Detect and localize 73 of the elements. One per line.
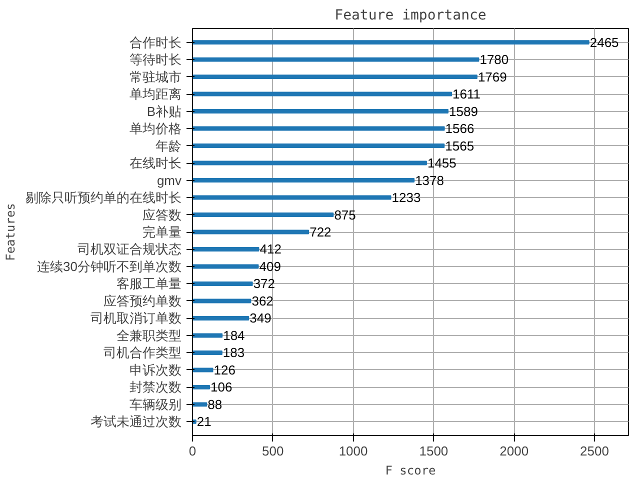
data-label: 1769 bbox=[478, 69, 507, 84]
data-label: 126 bbox=[214, 362, 236, 378]
data-label: 1589 bbox=[449, 104, 478, 119]
data-label: 722 bbox=[310, 224, 332, 240]
y-tick-label: 等待时长 bbox=[130, 52, 182, 68]
bar bbox=[192, 247, 260, 252]
bar bbox=[192, 92, 452, 96]
bar bbox=[192, 368, 214, 372]
bar bbox=[192, 144, 445, 148]
y-tick-label: 在线时长 bbox=[130, 156, 182, 171]
x-tick-label: 1500 bbox=[419, 444, 448, 458]
bar bbox=[192, 282, 253, 286]
data-label: 21 bbox=[196, 414, 212, 430]
data-label: 183 bbox=[222, 345, 245, 360]
y-tick-label: 司机合作类型 bbox=[104, 345, 182, 360]
x-axis-title: F score bbox=[385, 464, 436, 478]
y-tick-label: 单均价格 bbox=[130, 121, 182, 136]
bar bbox=[192, 74, 478, 80]
data-label: 1565 bbox=[445, 138, 474, 154]
y-tick-label: 全兼职类型 bbox=[116, 328, 182, 343]
y-tick-label: 单均距离 bbox=[130, 86, 182, 102]
data-label: 1455 bbox=[427, 156, 456, 171]
y-tick-label: 常驻城市 bbox=[130, 69, 182, 84]
y-tick-label: 客服工单量 bbox=[116, 276, 182, 292]
data-label: 412 bbox=[260, 242, 282, 257]
data-label: 184 bbox=[223, 328, 245, 343]
bar bbox=[192, 40, 590, 45]
data-label: 1378 bbox=[415, 172, 444, 188]
y-tick-label: B补贴 bbox=[146, 104, 182, 119]
bar bbox=[192, 384, 210, 390]
y-tick-label: 完单量 bbox=[142, 224, 182, 240]
y-tick-label: 封禁次数 bbox=[130, 380, 182, 395]
bar bbox=[192, 57, 480, 62]
data-label: 88 bbox=[208, 396, 222, 412]
bar bbox=[192, 109, 449, 114]
bar bbox=[192, 350, 222, 355]
y-tick-label: 司机取消订单数 bbox=[90, 310, 182, 326]
x-tick-label: 500 bbox=[262, 444, 284, 458]
chart-title: Feature importance bbox=[334, 8, 486, 24]
data-label: 1611 bbox=[452, 86, 481, 102]
data-label: 362 bbox=[252, 293, 274, 308]
y-tick-label: 司机双证合规状态 bbox=[78, 242, 182, 257]
data-label: 875 bbox=[334, 207, 356, 222]
x-tick-label: 0 bbox=[188, 444, 196, 458]
x-tick-label: 2000 bbox=[500, 444, 529, 458]
bar bbox=[192, 195, 392, 200]
y-tick-label: 考试未通过次数 bbox=[90, 414, 182, 430]
y-tick-label: 应答预约单数 bbox=[104, 293, 182, 308]
y-tick-label: 应答数 bbox=[142, 207, 182, 222]
bar bbox=[192, 402, 208, 407]
bar bbox=[192, 212, 334, 217]
y-tick-label: 剔除只听预约单的在线时长 bbox=[26, 190, 182, 206]
data-label: 1566 bbox=[445, 121, 474, 136]
y-tick-label: 年龄 bbox=[156, 138, 182, 154]
y-tick-label: 合作时长 bbox=[130, 34, 182, 50]
x-tick-label: 1000 bbox=[338, 444, 368, 458]
y-tick-label: gmv bbox=[156, 172, 182, 188]
data-label: 409 bbox=[259, 258, 281, 274]
bar bbox=[192, 160, 427, 166]
data-label: 106 bbox=[210, 380, 232, 395]
bar bbox=[192, 178, 415, 182]
data-label: 372 bbox=[253, 276, 276, 292]
y-tick-label: 连续30分钟听不到单次数 bbox=[37, 258, 182, 274]
y-axis-title: Features bbox=[4, 203, 18, 261]
y-tick-label: 车辆级别 bbox=[130, 396, 182, 412]
y-tick-label: 申诉次数 bbox=[130, 362, 182, 378]
data-label: 349 bbox=[250, 310, 272, 326]
data-label: 1233 bbox=[392, 190, 421, 206]
bar bbox=[192, 126, 445, 131]
data-label: 2465 bbox=[590, 34, 619, 50]
data-label: 1780 bbox=[480, 52, 509, 68]
bar bbox=[192, 316, 250, 320]
x-tick-label: 2500 bbox=[580, 444, 609, 458]
